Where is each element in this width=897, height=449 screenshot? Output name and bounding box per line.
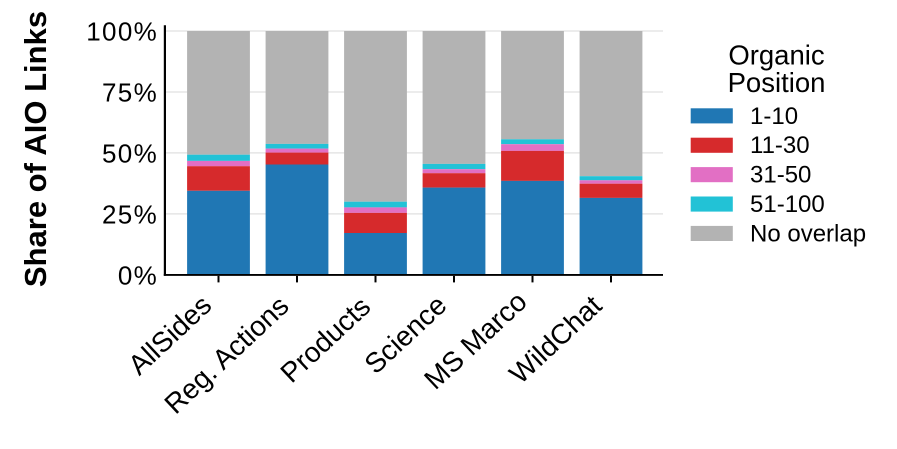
svg-text:50%: 50% [102, 139, 158, 169]
svg-text:Organic: Organic [728, 40, 825, 71]
svg-text:25%: 25% [102, 200, 158, 230]
svg-text:Share of AIO Links: Share of AIO Links [18, 11, 53, 287]
svg-text:51-100: 51-100 [750, 191, 825, 218]
svg-text:11-30: 11-30 [750, 132, 810, 159]
svg-text:100%: 100% [86, 17, 158, 47]
svg-text:0%: 0% [118, 261, 158, 291]
svg-text:1-10: 1-10 [750, 103, 798, 130]
svg-text:No overlap: No overlap [750, 220, 866, 247]
svg-text:75%: 75% [102, 78, 158, 108]
svg-text:31-50: 31-50 [750, 162, 811, 189]
svg-text:Position: Position [728, 67, 826, 98]
